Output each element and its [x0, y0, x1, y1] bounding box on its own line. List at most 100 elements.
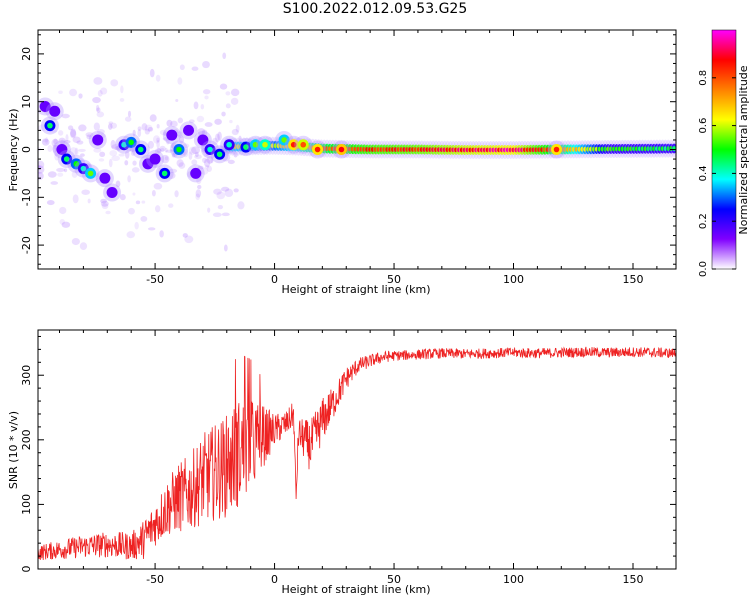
spectral-blob-peak	[553, 146, 560, 153]
spectrogram-speckle	[225, 103, 231, 109]
spectrogram-speckle	[52, 144, 58, 153]
spectrogram-speckle	[224, 188, 234, 198]
spectral-blob-peak	[262, 141, 268, 148]
spectrogram-speckle	[221, 186, 230, 192]
spectrogram-speckle	[212, 212, 222, 218]
spectrogram-speckle	[74, 147, 79, 156]
snr-chart: -50 0 50 100 150 0 100 200 300 Height of straigh…	[7, 329, 677, 596]
spectrogram-speckle	[141, 200, 146, 204]
spectrogram-speckle	[131, 167, 140, 173]
spectrogram-speckle	[38, 165, 45, 174]
spectrogram-ylabel: Frequency (Hz)	[7, 109, 20, 192]
spectrogram-speckle	[111, 155, 120, 162]
spectrogram-speckle	[132, 192, 136, 196]
spectrogram-speckle	[219, 83, 228, 90]
spectrogram-speckle	[156, 137, 160, 143]
spectrogram-speckle	[108, 121, 114, 125]
spectrogram-speckle	[204, 95, 209, 100]
spectrogram-speckle	[108, 123, 113, 130]
spectrogram-speckle	[76, 140, 84, 145]
spectrogram-speckle	[50, 181, 59, 185]
spectrogram-speckle	[195, 193, 201, 201]
spectrogram-speckle	[188, 146, 197, 156]
spectrogram-speckle	[47, 144, 53, 153]
x-tick-label: 100	[503, 273, 524, 286]
spectrogram-speckle	[155, 74, 161, 82]
spectral-blob-peak	[161, 170, 168, 177]
spectrogram-speckle	[132, 160, 137, 166]
spectrogram-speckle	[38, 165, 42, 170]
spectral-blob-peak	[80, 165, 87, 172]
spectrogram-speckle	[57, 172, 64, 177]
spectrogram-speckle	[72, 194, 79, 204]
spectrogram-speckle	[147, 126, 154, 132]
spectral-blob-peak	[176, 146, 182, 153]
spectrogram-speckle	[154, 205, 161, 213]
spectrogram-speckle	[79, 153, 85, 157]
spectrogram-speckle	[178, 134, 183, 138]
spectrogram-speckle	[53, 138, 58, 145]
spectrogram-speckle	[38, 160, 45, 169]
spectrogram-speckle	[120, 85, 124, 94]
spectrogram-speckle	[78, 124, 87, 132]
spectrogram-speckle	[161, 154, 170, 164]
spectrogram-speckle	[205, 165, 210, 169]
spectrogram-speckle	[115, 180, 121, 188]
snr-xlabel: Height of straight line (km)	[281, 583, 430, 596]
spectrogram-speckle	[97, 128, 105, 135]
colorbar-tick-label: 0.0	[698, 261, 709, 277]
x-tick-label: 150	[622, 573, 643, 586]
spectrogram-speckle	[119, 194, 126, 201]
spectrogram-speckle	[179, 136, 185, 144]
spectral-blob-peak	[300, 141, 307, 148]
spectral-blob-peak	[47, 122, 53, 129]
spectrogram-xlabel: Height of straight line (km)	[281, 283, 430, 296]
spectral-blob-peak	[281, 137, 287, 143]
spectrogram-speckle	[93, 122, 100, 131]
spectrogram-speckle	[78, 148, 86, 152]
spectrogram-plot-area	[38, 52, 676, 252]
spectrogram-speckle	[108, 158, 113, 168]
spectrogram-speckle	[38, 124, 47, 132]
spectrogram-speckle	[147, 140, 154, 149]
x-tick-label: 0	[271, 573, 278, 586]
spectrogram-speckle	[151, 189, 156, 197]
spectrogram-speckle	[130, 150, 136, 156]
spectrogram-speckle	[93, 148, 102, 153]
spectrogram-speckle	[126, 231, 136, 239]
spectrogram-speckle	[124, 160, 129, 166]
spectrogram-speckle	[99, 151, 106, 158]
spectrogram-speckle	[202, 60, 210, 69]
spectrogram-speckle	[58, 130, 64, 136]
spectrogram-speckle	[196, 177, 202, 185]
spectrogram-speckle	[206, 165, 213, 172]
spectrogram-speckle	[141, 123, 148, 131]
spectrogram-speckle	[95, 104, 100, 112]
spectrogram-speckle	[188, 119, 195, 124]
spectrogram-chart: -50 0 50 100 150 -20 -10 0 10 20 Height of straig…	[7, 29, 750, 296]
spectrogram-speckle	[156, 148, 162, 153]
spectrogram-speckle	[140, 216, 148, 222]
spectrogram-speckle	[101, 203, 109, 210]
spectrogram-speckle	[118, 153, 125, 157]
snr-plot-area	[38, 346, 676, 561]
spectrogram-speckle	[194, 154, 202, 160]
spectrogram-speckle	[179, 64, 185, 71]
spectrogram-speckle	[144, 128, 150, 135]
y-tick-label: 20	[20, 47, 33, 61]
spectrogram-speckle	[229, 119, 233, 124]
figure-title: S100.2022.012.09.53.G25	[282, 1, 468, 17]
spectrogram-speckle	[54, 152, 60, 161]
spectral-blob-peak	[137, 146, 144, 153]
spectrogram-speckle	[79, 242, 88, 250]
spectrogram-speckle	[156, 123, 160, 129]
spectrogram-speckle	[217, 204, 224, 210]
spectrogram-speckle	[212, 137, 218, 146]
x-tick-label: 50	[387, 573, 401, 586]
snr-ticks: -50 0 50 100 150 0 100 200 300	[20, 330, 676, 586]
spectral-blob-peak	[128, 139, 134, 146]
spectrogram-speckle	[111, 144, 120, 150]
y-tick-label: 300	[20, 365, 33, 386]
spectrogram-speckle	[182, 143, 190, 149]
spectrogram-speckle	[127, 110, 132, 118]
